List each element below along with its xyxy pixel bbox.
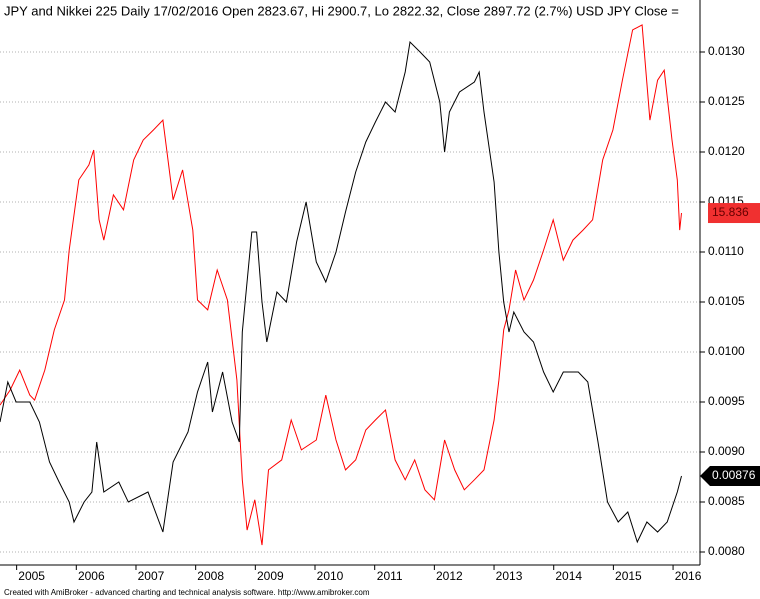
last-value-label: 15.836	[712, 205, 749, 219]
y-tick-label: 0.0130	[708, 44, 745, 58]
x-tick-label: 2014	[555, 569, 582, 583]
y-tick-label: 0.0125	[708, 94, 745, 108]
y-tick-label: 0.0110	[708, 244, 744, 258]
y-tick-label: 0.0085	[708, 494, 745, 508]
x-tick-label: 2016	[675, 569, 702, 583]
x-tick-label: 2005	[18, 569, 45, 583]
x-tick-label: 2013	[496, 569, 523, 583]
y-tick-label: 0.0105	[708, 294, 745, 308]
x-tick-label: 2011	[377, 569, 403, 583]
series-line	[0, 24, 682, 546]
footer: Created with AmiBroker - advanced charti…	[4, 588, 370, 597]
last-value-box	[700, 466, 760, 486]
x-tick-label: 2015	[615, 569, 642, 583]
x-tick-label: 2012	[436, 569, 463, 583]
y-tick-label: 0.0095	[708, 394, 745, 408]
series-line	[0, 40, 682, 544]
x-tick-label: 2007	[138, 569, 165, 583]
y-tick-label: 0.0100	[708, 344, 745, 358]
x-tick-label: 2009	[257, 569, 284, 583]
x-tick-label: 2006	[78, 569, 105, 583]
y-tick-label: 0.0080	[708, 544, 745, 558]
chart-title: JPY and Nikkei 225 Daily 17/02/2016 Open…	[4, 3, 679, 18]
x-tick-label: 2008	[197, 569, 224, 583]
last-value-label: 0.00876	[712, 468, 756, 482]
plot	[0, 24, 682, 546]
y-tick-label: 0.0120	[708, 144, 745, 158]
x-tick-label: 2010	[317, 569, 344, 583]
axes: 0.0080 0.0085 0.0090 0.0095 0.0100 0.0105 0.01…	[16, 44, 760, 583]
last-value-box	[708, 203, 760, 224]
y-tick-label: 0.0090	[708, 444, 745, 458]
